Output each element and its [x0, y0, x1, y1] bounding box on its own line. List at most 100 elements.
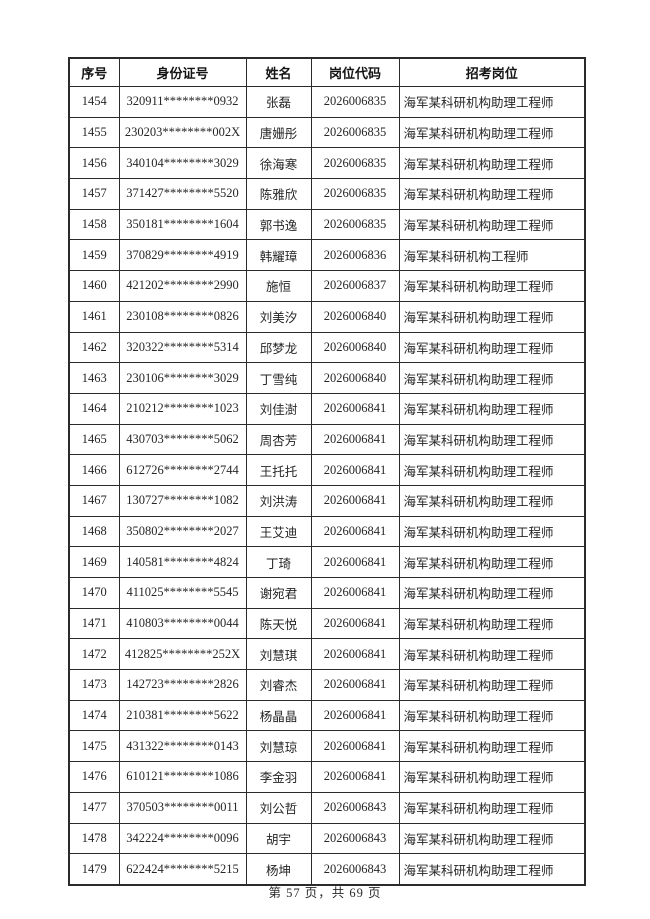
table-cell: 1456	[68, 147, 120, 180]
table-cell: 2026006840	[310, 362, 400, 394]
table-cell: 2026006841	[310, 454, 400, 486]
table-cell: 320322********5314	[118, 331, 247, 364]
table-cell: 2026006840	[310, 331, 400, 364]
table-cell: 海军某科研机构助理工程师	[398, 607, 586, 640]
table-cell: 2026006835	[310, 208, 400, 241]
table-cell: 140581********4824	[118, 546, 247, 578]
table-cell: 周杏芳	[245, 423, 312, 456]
table-cell: 1474	[68, 699, 120, 732]
table-cell: 1460	[68, 270, 120, 302]
table-cell: 刘慧琪	[245, 638, 312, 671]
table-cell: 海军某科研机构助理工程师	[398, 761, 586, 793]
table-cell: 371427********5520	[118, 178, 247, 210]
table-cell: 1476	[68, 761, 120, 793]
table-cell: 2026006841	[310, 638, 400, 671]
table-cell: 1459	[68, 239, 120, 272]
table-cell: 612726********2744	[118, 454, 247, 486]
table-cell: 340104********3029	[118, 147, 247, 180]
table-row: 1466 612726********2744 王托托 2026006841 海军某科研…	[68, 454, 586, 486]
table-cell: 1473	[68, 669, 120, 701]
table-cell: 刘佳澍	[245, 392, 312, 425]
table-cell: 海军某科研机构助理工程师	[398, 270, 586, 302]
table-cell: 410803********0044	[118, 607, 247, 640]
table-cell: 1471	[68, 607, 120, 640]
table-cell: 1457	[68, 178, 120, 210]
table-cell: 刘美汐	[245, 300, 312, 333]
table-cell: 2026006841	[310, 607, 400, 640]
table-cell: 2026006837	[310, 270, 400, 302]
table-cell: 王托托	[245, 454, 312, 486]
table-cell: 320911********0932	[118, 86, 247, 118]
table-row: 1455 230203********002X 唐姗彤 2026006835 海军某科研…	[68, 116, 586, 149]
table-cell: 230108********0826	[118, 300, 247, 333]
table-cell: 胡宇	[245, 822, 312, 855]
table-cell: 1462	[68, 331, 120, 364]
table-row: 1454 320911********0932 张磊 2026006835 海军某科研机…	[68, 86, 586, 118]
table-cell: 唐姗彤	[245, 116, 312, 149]
table-cell: 刘慧琼	[245, 730, 312, 763]
table-cell: 海军某科研机构助理工程师	[398, 331, 586, 364]
table-row: 1472 412825********252X 刘慧琪 2026006841 海军某科研…	[68, 638, 586, 671]
table-cell: 2026006841	[310, 515, 400, 548]
table-cell: 海军某科研机构助理工程师	[398, 208, 586, 241]
table-row: 1474 210381********5622 杨晶晶 2026006841 海军某科研…	[68, 699, 586, 732]
header-serial-number: 序号	[68, 57, 120, 87]
table-cell: 1468	[68, 515, 120, 548]
table-cell: 海军某科研机构助理工程师	[398, 699, 586, 732]
table-cell: 142723********2826	[118, 669, 247, 701]
table-row: 1477 370503********0011 刘公哲 2026006843 海军某科研…	[68, 791, 586, 824]
table-cell: 412825********252X	[118, 638, 247, 671]
header-id-number: 身份证号	[118, 57, 247, 87]
table-cell: 1466	[68, 454, 120, 486]
table-row: 1464 210212********1023 刘佳澍 2026006841 海军某科研…	[68, 392, 586, 425]
table-cell: 1475	[68, 730, 120, 763]
table-cell: 2026006840	[310, 300, 400, 333]
header-position-title: 招考岗位	[398, 57, 586, 87]
table-header-row: 序号 身份证号 姓名 岗位代码 招考岗位	[68, 57, 586, 87]
table-cell: 230106********3029	[118, 362, 247, 394]
table-cell: 海军某科研机构助理工程师	[398, 484, 586, 517]
table-cell: 411025********5545	[118, 577, 247, 609]
table-cell: 1479	[68, 853, 120, 886]
table-cell: 2026006843	[310, 853, 400, 886]
table-row: 1478 342224********0096 胡宇 2026006843 海军某科研机…	[68, 822, 586, 855]
table-row: 1461 230108********0826 刘美汐 2026006840 海军某科研…	[68, 300, 586, 333]
table-cell: 杨晶晶	[245, 699, 312, 732]
table-row: 1456 340104********3029 徐海寒 2026006835 海军某科研…	[68, 147, 586, 180]
table-cell: 海军某科研机构助理工程师	[398, 178, 586, 210]
table-cell: 610121********1086	[118, 761, 247, 793]
table-cell: 海军某科研机构助理工程师	[398, 423, 586, 456]
table-cell: 海军某科研机构助理工程师	[398, 791, 586, 824]
header-name: 姓名	[245, 57, 312, 87]
table-cell: 1472	[68, 638, 120, 671]
table-cell: 李金羽	[245, 761, 312, 793]
table-body: 1454 320911********0932 张磊 2026006835 海军某科研机…	[68, 86, 586, 886]
table-row: 1469 140581********4824 丁琦 2026006841 海军某科研机…	[68, 546, 586, 578]
table-cell: 张磊	[245, 86, 312, 118]
table-cell: 1464	[68, 392, 120, 425]
table-cell: 刘睿杰	[245, 669, 312, 701]
table-cell: 郭书逸	[245, 208, 312, 241]
table-cell: 海军某科研机构助理工程师	[398, 546, 586, 578]
table-cell: 1467	[68, 484, 120, 517]
table-row: 1460 421202********2990 施恒 2026006837 海军某科研机…	[68, 270, 586, 302]
table-cell: 海军某科研机构助理工程师	[398, 577, 586, 609]
table-cell: 2026006841	[310, 699, 400, 732]
table-cell: 海军某科研机构助理工程师	[398, 638, 586, 671]
table-cell: 海军某科研机构工程师	[398, 239, 586, 272]
table-cell: 海军某科研机构助理工程师	[398, 822, 586, 855]
table-cell: 海军某科研机构助理工程师	[398, 116, 586, 149]
table-cell: 1455	[68, 116, 120, 149]
table-cell: 徐海寒	[245, 147, 312, 180]
table-cell: 丁琦	[245, 546, 312, 578]
table-cell: 海军某科研机构助理工程师	[398, 853, 586, 886]
table-cell: 370503********0011	[118, 791, 247, 824]
table-cell: 海军某科研机构助理工程师	[398, 669, 586, 701]
table-cell: 邱梦龙	[245, 331, 312, 364]
table-cell: 1463	[68, 362, 120, 394]
table-cell: 1461	[68, 300, 120, 333]
table-cell: 230203********002X	[118, 116, 247, 149]
table-cell: 430703********5062	[118, 423, 247, 456]
table-row: 1475 431322********0143 刘慧琼 2026006841 海军某科研…	[68, 730, 586, 763]
table-cell: 210212********1023	[118, 392, 247, 425]
